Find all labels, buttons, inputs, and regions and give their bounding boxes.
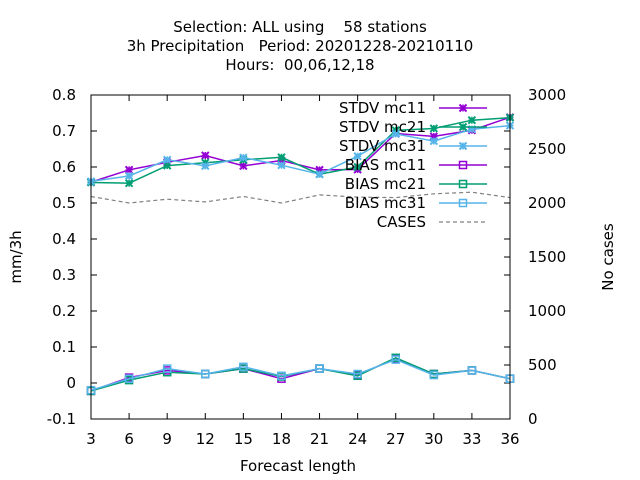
y2-tick-label: 1000 [528, 302, 566, 320]
series-layer [86, 113, 515, 396]
x-tick-label: 36 [500, 430, 519, 448]
x-tick-label: 12 [196, 430, 215, 448]
legend-label-bias-mc31: BIAS mc31 [345, 194, 426, 212]
data-point-stdv-mc21 [353, 162, 362, 172]
data-point-bias-mc31 [162, 364, 172, 373]
x-tick-label: 33 [462, 430, 481, 448]
data-point-bias-mc31 [277, 371, 286, 381]
legend-label-stdv-mc21: STDV mc21 [339, 118, 426, 136]
data-point-bias-mc31 [124, 374, 134, 383]
chart-title-line-2: 3h Precipitation Period: 20201228-202101… [126, 37, 474, 55]
data-point-stdv-mc31 [124, 171, 134, 181]
y-tick-label: 0.3 [52, 266, 76, 284]
y-tick-label: 0.7 [52, 122, 76, 140]
data-point-stdv-mc31 [429, 136, 439, 146]
series-stdv-mc31 [86, 121, 515, 186]
legend-marker-stdv-mc11 [458, 103, 468, 113]
chart-title-line-3: Hours: 00,06,12,18 [225, 56, 375, 74]
data-point-stdv-mc21 [467, 115, 477, 125]
chart-title-line-1: Selection: ALL using 58 stations [173, 18, 427, 36]
data-point-bias-mc31 [315, 364, 324, 373]
y-tick-label: 0.5 [52, 194, 76, 212]
y-tick-label: 0 [66, 374, 76, 392]
data-point-stdv-mc31 [277, 160, 286, 170]
x-tick-label: 27 [386, 430, 405, 448]
legend-label-cases: CASES [377, 213, 426, 231]
x-axis-label: Forecast length [240, 457, 356, 475]
data-point-stdv-mc31 [201, 161, 210, 171]
legend-marker-stdv-mc31 [458, 141, 468, 151]
data-point-stdv-mc21 [124, 178, 134, 188]
y2-tick-label: 500 [528, 356, 557, 374]
x-tick-label: 30 [424, 430, 443, 448]
data-point-bias-mc31 [429, 370, 439, 380]
data-point-stdv-mc31 [239, 153, 248, 162]
y-tick-label: -0.1 [47, 410, 76, 428]
legend-marker-bias-mc21 [458, 179, 468, 189]
y2-tick-label: 2500 [528, 140, 566, 158]
y2-axis-label: No cases [599, 223, 617, 291]
y-tick-label: 0.2 [52, 302, 76, 320]
series-cases [90, 191, 511, 204]
legend-marker-bias-mc11 [458, 160, 468, 170]
y2-tick-label: 3000 [528, 86, 566, 104]
data-point-stdv-mc31 [391, 129, 400, 139]
data-point-stdv-mc21 [277, 153, 286, 162]
x-tick-label: 6 [124, 430, 134, 448]
x-tick-label: 3 [86, 430, 96, 448]
y-axis-label: mm/3h [7, 230, 25, 283]
legend-marker-stdv-mc21 [458, 122, 468, 132]
legend-label-stdv-mc31: STDV mc31 [339, 137, 426, 155]
data-point-bias-mc31 [201, 369, 210, 379]
data-point-bias-mc31 [467, 366, 477, 375]
y2-tick-label: 2000 [528, 194, 566, 212]
x-tick-label: 9 [162, 430, 172, 448]
x-tick-label: 24 [348, 430, 367, 448]
axes-layer: -0.1 0 0.1 0.2 0.3 0.4 0.5 0.6 0.7 0.8 0 500 1000 150… [47, 86, 566, 448]
y2-tick-label: 1500 [528, 248, 566, 266]
data-point-stdv-mc11 [201, 151, 210, 160]
data-point-bias-mc31 [391, 355, 400, 364]
data-point-stdv-mc11 [124, 165, 134, 175]
data-point-stdv-mc31 [162, 155, 172, 165]
series-line-stdv-mc31 [90, 124, 511, 183]
series-stdv-mc21 [86, 113, 515, 188]
legend-marker-bias-mc31 [458, 198, 468, 208]
y-tick-label: 0.8 [52, 86, 76, 104]
legend-label-bias-mc11: BIAS mc11 [345, 156, 426, 174]
y-tick-label: 0.4 [52, 230, 76, 248]
data-point-bias-mc31 [353, 369, 362, 379]
data-point-stdv-mc11 [239, 161, 248, 171]
data-point-stdv-mc21 [429, 124, 439, 133]
series-line-cases [90, 191, 511, 204]
data-point-bias-mc31 [239, 362, 248, 372]
x-tick-label: 15 [234, 430, 253, 448]
y2-tick-label: 0 [528, 410, 538, 428]
x-tick-label: 18 [272, 430, 291, 448]
x-tick-label: 21 [310, 430, 329, 448]
data-point-stdv-mc31 [315, 169, 324, 179]
y-tick-label: 0.1 [52, 338, 76, 356]
y-tick-label: 0.6 [52, 158, 76, 176]
legend-label-stdv-mc11: STDV mc11 [339, 99, 426, 117]
cases-series-layer [90, 191, 511, 204]
series-line-bias-mc31 [90, 358, 511, 391]
legend-label-bias-mc21: BIAS mc21 [345, 175, 426, 193]
plot-frame [90, 94, 511, 420]
data-point-stdv-mc31 [353, 151, 362, 161]
